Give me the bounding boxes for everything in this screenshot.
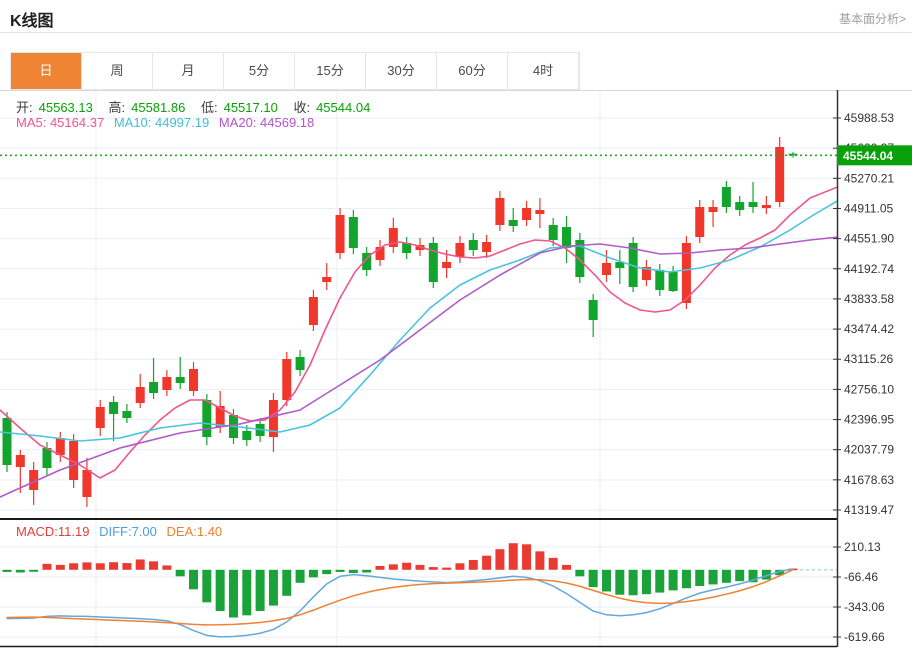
axis-tick-label: 42756.10 bbox=[844, 382, 894, 396]
macd-legend: MACD:11.19 DIFF:7.00 DEA:1.40 bbox=[16, 524, 228, 539]
page-title: K线图 bbox=[10, 13, 54, 30]
current-price-badge: 45544.04 bbox=[843, 149, 893, 163]
low-label: 低: bbox=[200, 100, 218, 115]
axis-tick-label: 44192.74 bbox=[844, 262, 894, 276]
ohlc-row: 开: 45563.13 高: 45581.86 低: 45517.10 收: 45544… bbox=[16, 97, 382, 116]
axis-tick-label: 44551.90 bbox=[844, 232, 894, 246]
open-value: 45563.13 bbox=[38, 100, 93, 115]
ma-legend: MA5: 45164.37 MA10: 44997.19 MA20: 44569… bbox=[16, 115, 320, 130]
tab-30分[interactable]: 30分 bbox=[366, 53, 437, 89]
kline-chart[interactable]: 45988.5345629.3745270.2144911.0544551.90… bbox=[0, 90, 912, 651]
axis-tick-label: 210.13 bbox=[844, 540, 881, 554]
tab-周[interactable]: 周 bbox=[82, 53, 153, 89]
axis-tick-label: -619.66 bbox=[844, 630, 885, 644]
open-label: 开: bbox=[16, 100, 33, 115]
high-value: 45581.86 bbox=[131, 100, 186, 115]
low-value: 45517.10 bbox=[223, 100, 278, 115]
dea-value: DEA:1.40 bbox=[166, 524, 223, 539]
axis-tick-label: 43833.58 bbox=[844, 292, 894, 306]
diff-value: DIFF:7.00 bbox=[99, 524, 157, 539]
axis-tick-label: 43474.42 bbox=[844, 322, 894, 336]
fundamental-analysis-link[interactable]: 基本面分析> bbox=[838, 12, 906, 26]
axis-tick-label: 42037.79 bbox=[844, 443, 894, 457]
page-header: K线图 基本面分析> bbox=[0, 0, 912, 33]
tab-60分[interactable]: 60分 bbox=[437, 53, 508, 89]
axis-tick-label: 41319.47 bbox=[844, 503, 894, 517]
tab-日[interactable]: 日 bbox=[11, 53, 82, 89]
ma5-legend: MA5: 45164.37 bbox=[16, 115, 105, 130]
timeframe-tabs: 日周月 5分 15分 30分 60分 4时 bbox=[10, 52, 580, 90]
axis-tick-label: 44911.05 bbox=[844, 201, 893, 215]
tab-15分[interactable]: 15分 bbox=[295, 53, 366, 89]
tab-5分[interactable]: 5分 bbox=[224, 53, 295, 89]
axis-tick-label: 45988.53 bbox=[844, 111, 894, 125]
ma10-legend: MA10: 44997.19 bbox=[113, 115, 210, 130]
tab-4时[interactable]: 4时 bbox=[508, 53, 579, 89]
close-value: 45544.04 bbox=[316, 100, 371, 115]
axis-tick-label: 41678.63 bbox=[844, 473, 894, 487]
close-label: 收: bbox=[293, 100, 311, 115]
axis-tick-label: 45270.21 bbox=[844, 171, 894, 185]
ma20-legend: MA20: 44569.18 bbox=[218, 115, 315, 130]
macd-value: MACD:11.19 bbox=[16, 524, 90, 539]
tab-月[interactable]: 月 bbox=[153, 53, 224, 89]
axis-tick-label: -66.46 bbox=[844, 570, 878, 584]
axis-tick-label: 43115.26 bbox=[844, 352, 893, 366]
axis-tick-label: -343.06 bbox=[844, 600, 885, 614]
axis-tick-label: 42396.95 bbox=[844, 413, 894, 427]
high-label: 高: bbox=[108, 100, 126, 115]
